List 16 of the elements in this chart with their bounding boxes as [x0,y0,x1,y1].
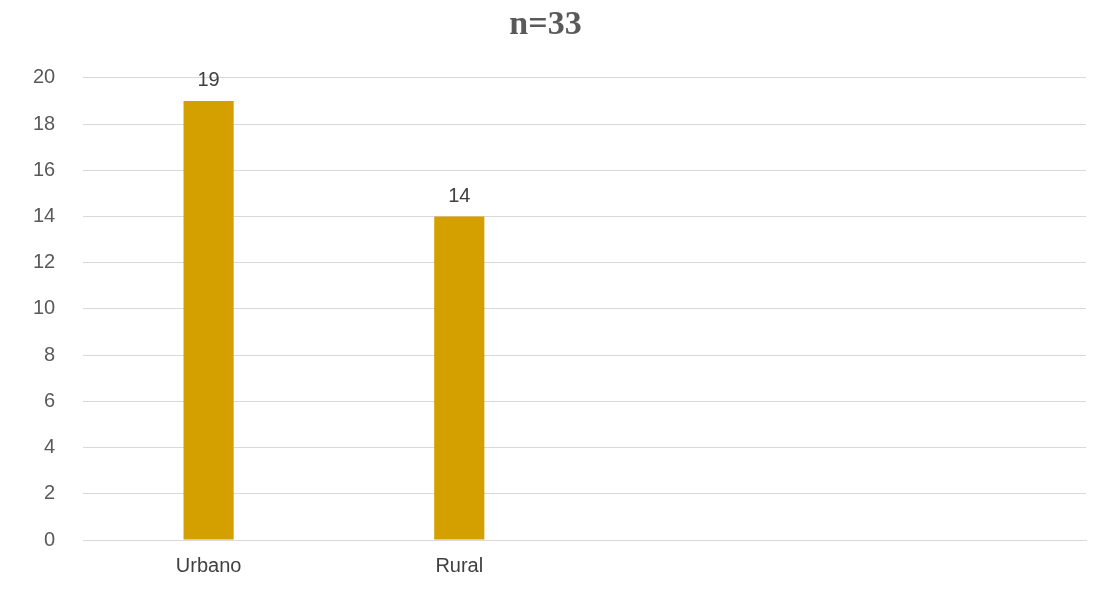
y-tick-label: 0 [44,527,56,550]
y-tick-label: 18 [33,111,56,134]
x-tick-label: Rural [435,553,484,576]
y-tick-label: 10 [33,296,56,319]
y-tick-label: 8 [44,342,56,365]
chart-title: n=33 [509,4,582,42]
y-tick-label: 14 [33,203,56,226]
data-label: 19 [197,68,220,91]
y-tick-label: 4 [44,435,56,458]
data-label: 14 [448,183,471,206]
y-tick-label: 12 [33,250,56,273]
y-tick-label: 2 [44,481,56,504]
y-tick-label: 16 [33,157,56,180]
y-tick-label: 6 [44,388,56,411]
x-tick-label: Urbano [175,553,242,576]
y-tick-label: 20 [33,65,56,88]
